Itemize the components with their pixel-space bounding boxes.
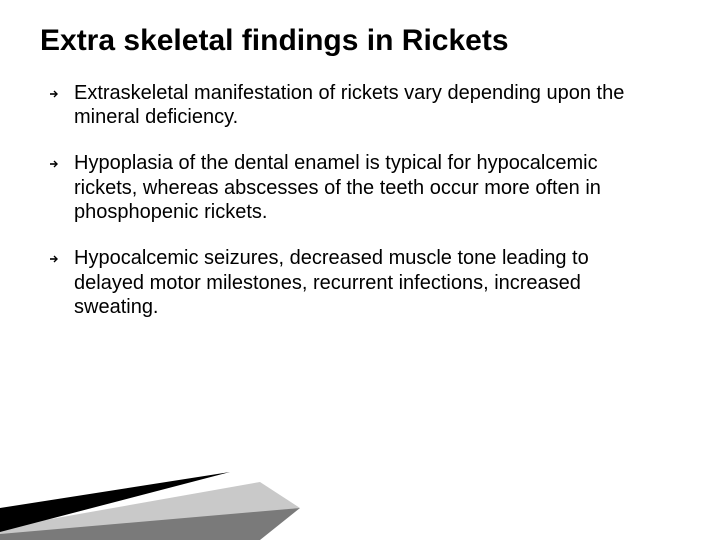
list-item: Hypoplasia of the dental enamel is typic… <box>50 151 660 224</box>
slide-title: Extra skeletal findings in Rickets <box>40 24 680 59</box>
bullet-text: Hypoplasia of the dental enamel is typic… <box>74 151 660 224</box>
bullet-text: Hypocalcemic seizures, decreased muscle … <box>74 246 660 319</box>
list-item: Hypocalcemic seizures, decreased muscle … <box>50 246 660 319</box>
bullet-marker-icon <box>50 90 64 98</box>
bullet-list: Extraskeletal manifestation of rickets v… <box>40 81 680 320</box>
corner-wedge-decoration <box>0 450 300 540</box>
bullet-marker-icon <box>50 255 64 263</box>
bullet-marker-icon <box>50 160 64 168</box>
slide: Extra skeletal findings in Rickets Extra… <box>0 0 720 540</box>
list-item: Extraskeletal manifestation of rickets v… <box>50 81 660 130</box>
bullet-text: Extraskeletal manifestation of rickets v… <box>74 81 660 130</box>
